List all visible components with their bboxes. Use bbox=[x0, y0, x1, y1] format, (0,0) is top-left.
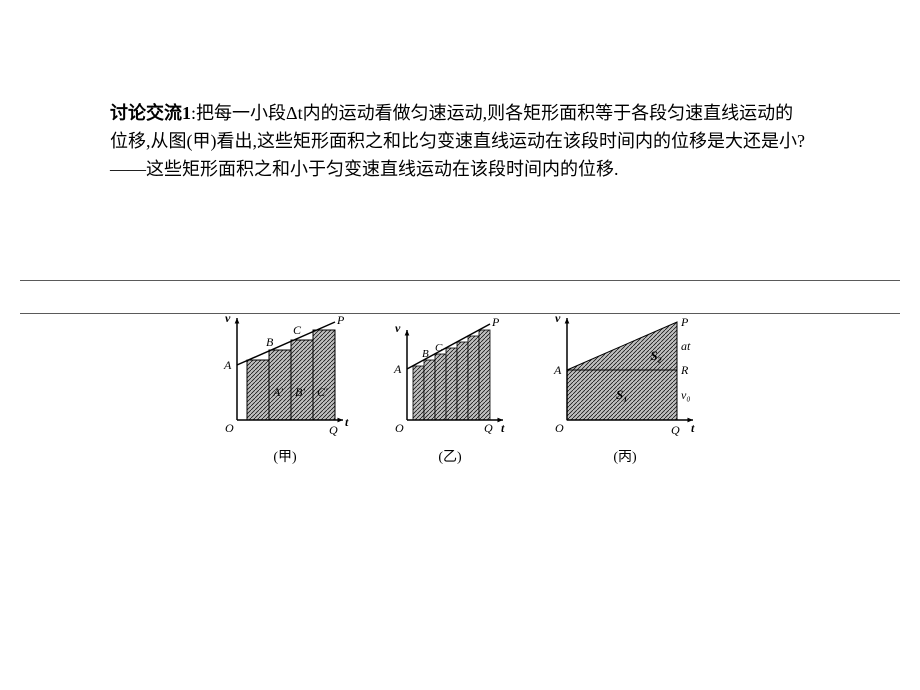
svg-text:v₀: v₀ bbox=[681, 388, 691, 402]
svg-text:A': A' bbox=[272, 385, 283, 399]
svg-text:t: t bbox=[691, 421, 695, 435]
discussion-paragraph: 讨论交流1:把每一小段Δt内的运动看做匀速运动,则各矩形面积等于各段匀速直线运动… bbox=[110, 100, 810, 184]
svg-text:Q: Q bbox=[484, 421, 493, 435]
heading-label: 讨论交流1 bbox=[110, 103, 191, 123]
chart-jia: Ov tQ A B C P A' B' C' bbox=[215, 310, 355, 440]
svg-text:B: B bbox=[266, 335, 274, 349]
svg-text:C: C bbox=[435, 342, 443, 354]
svg-text:Q: Q bbox=[329, 423, 338, 437]
rule-top bbox=[20, 280, 900, 281]
svg-text:B: B bbox=[422, 348, 429, 360]
figure-bing: Ov tQ A P Rat v₀ S₁ S₂ (丙) bbox=[545, 310, 705, 466]
svg-text:O: O bbox=[395, 421, 404, 435]
svg-text:R: R bbox=[680, 363, 689, 377]
slide-content: 讨论交流1:把每一小段Δt内的运动看做匀速运动,则各矩形面积等于各段匀速直线运动… bbox=[0, 0, 920, 184]
svg-text:A: A bbox=[393, 362, 402, 376]
svg-text:P: P bbox=[680, 315, 689, 329]
svg-text:S₂: S₂ bbox=[650, 348, 662, 363]
svg-text:C: C bbox=[293, 323, 302, 337]
figure-label-bing: (丙) bbox=[613, 446, 636, 466]
svg-text:v: v bbox=[395, 321, 401, 335]
horizontal-rules bbox=[0, 280, 920, 314]
figure-label-jia: (甲) bbox=[273, 446, 296, 466]
figure-jia: Ov tQ A B C P A' B' C' (甲) bbox=[215, 310, 355, 466]
svg-text:t: t bbox=[345, 415, 349, 429]
svg-text:A: A bbox=[223, 358, 232, 372]
svg-text:at: at bbox=[681, 339, 691, 353]
chart-bing: Ov tQ A P Rat v₀ S₁ S₂ bbox=[545, 310, 705, 440]
svg-text:v: v bbox=[225, 311, 231, 325]
svg-text:B': B' bbox=[295, 385, 305, 399]
svg-text:P: P bbox=[336, 313, 345, 327]
svg-text:Q: Q bbox=[671, 423, 680, 437]
chart-yi: Ov tQ A BC P bbox=[385, 310, 515, 440]
svg-text:t: t bbox=[501, 421, 505, 435]
svg-text:A: A bbox=[553, 363, 562, 377]
figure-yi: Ov tQ A BC P (乙) bbox=[385, 310, 515, 466]
paragraph-body: :把每一小段Δt内的运动看做匀速运动,则各矩形面积等于各段匀速直线运动的位移,从… bbox=[110, 103, 805, 179]
svg-text:O: O bbox=[225, 421, 234, 435]
figures-row: OvtQABCPA'B'C' (甲) OvtQABCP (乙) OvtQAPRa… bbox=[0, 310, 920, 466]
svg-text:C': C' bbox=[317, 385, 328, 399]
svg-text:O: O bbox=[555, 421, 564, 435]
figure-label-yi: (乙) bbox=[438, 446, 461, 466]
svg-text:v: v bbox=[555, 311, 561, 325]
svg-text:P: P bbox=[491, 315, 500, 329]
svg-text:S₁: S₁ bbox=[616, 387, 628, 402]
